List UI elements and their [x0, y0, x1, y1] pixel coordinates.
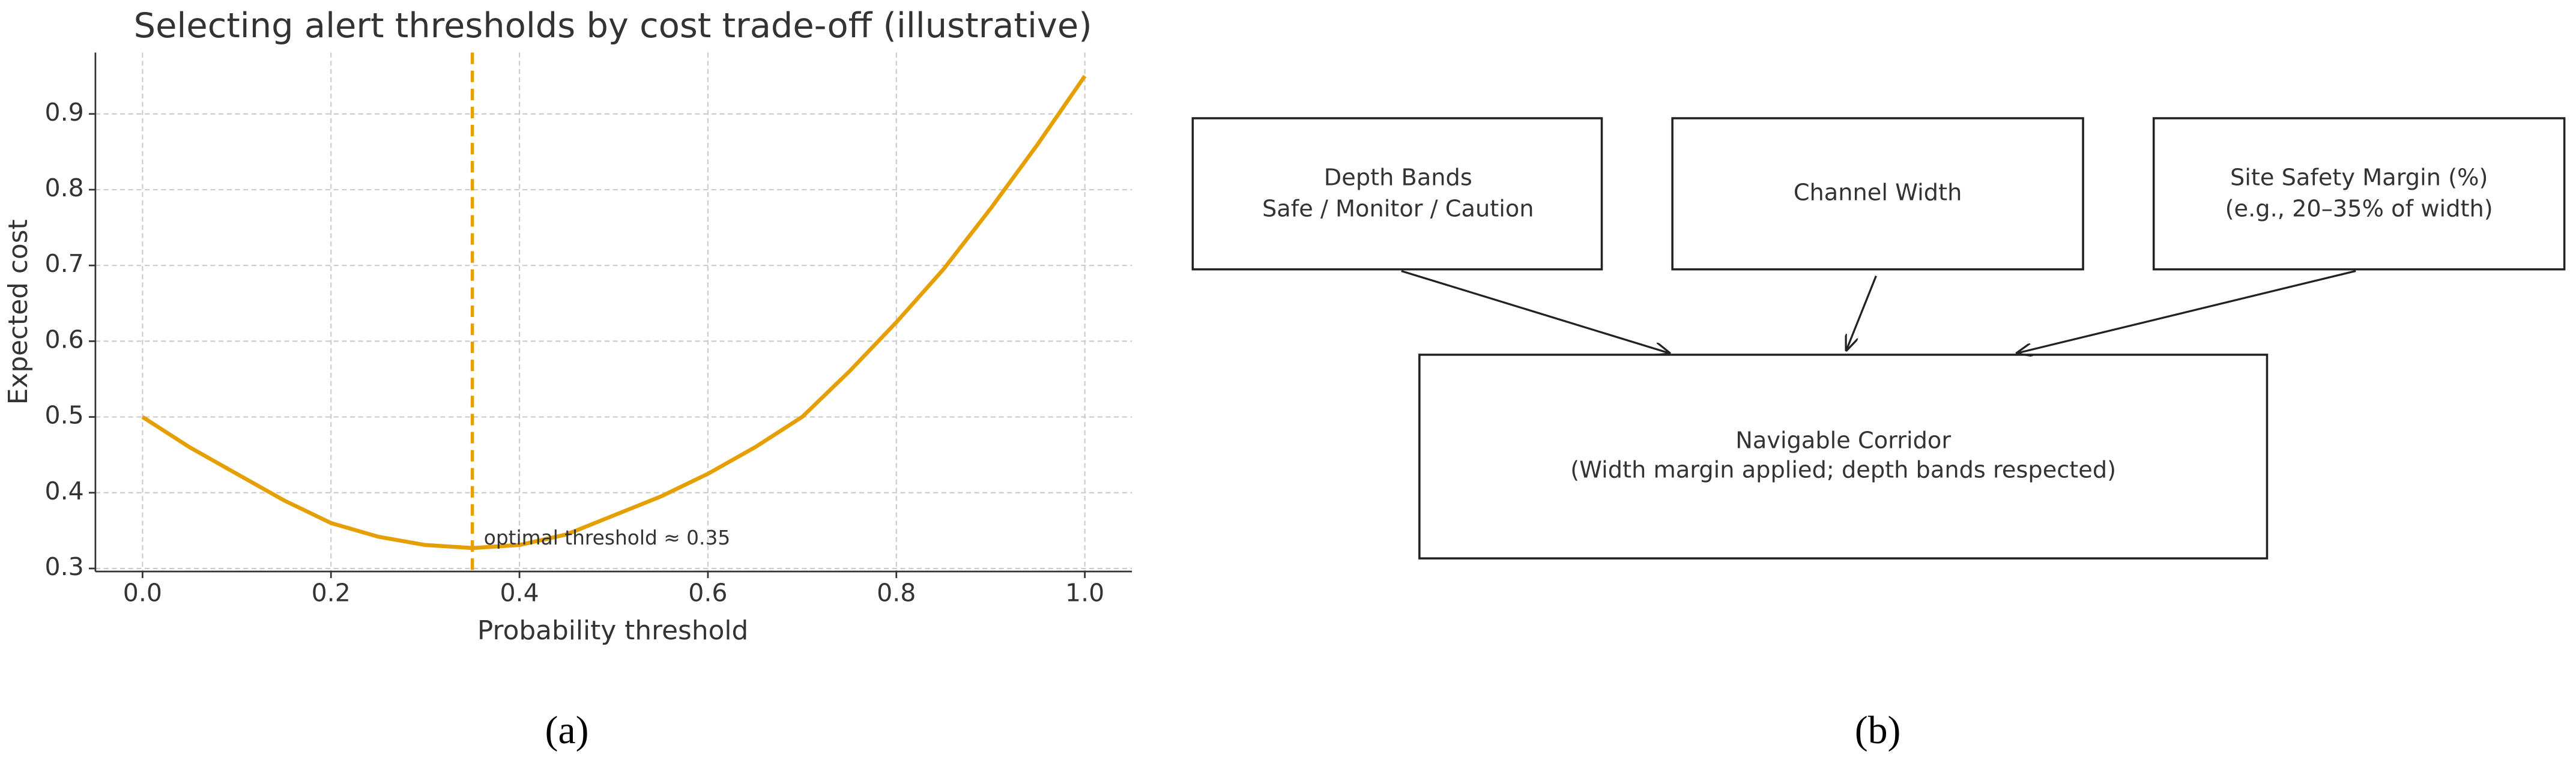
y-tick-label: 0.9 — [45, 98, 84, 127]
x-axis-label: Probability threshold — [477, 615, 748, 646]
node-box — [1418, 354, 2269, 559]
node-label: (Width margin applied; depth bands respe… — [1570, 457, 2116, 484]
y-tick-label: 0.5 — [45, 401, 84, 430]
chart-title: Selecting alert thresholds by cost trade… — [134, 5, 1092, 46]
node-label: (e.g., 20–35% of width) — [2225, 196, 2493, 223]
node-label: Site Safety Margin (%) — [2230, 164, 2488, 192]
diagram: Depth Bands Safe / Monitor / Caution Cha… — [1191, 117, 2566, 559]
annotation: optimal threshold ≈ 0.35 — [484, 526, 730, 549]
panel-label: (a) — [545, 708, 589, 752]
x-tick-label: 0.8 — [877, 578, 916, 607]
cost-line — [141, 74, 1087, 550]
x-tick-label: 0.4 — [500, 578, 539, 607]
y-tick-label: 0.8 — [45, 173, 84, 202]
y-tick-label: 0.6 — [45, 325, 84, 354]
node-box — [2152, 117, 2566, 271]
node-label: Depth Bands — [1324, 164, 1472, 192]
arrow — [2018, 270, 2356, 353]
x-tick-label: 1.0 — [1065, 578, 1104, 607]
y-tick-label: 0.7 — [45, 249, 84, 278]
x-tick-label: 0.0 — [123, 578, 162, 607]
x-tick-label: 0.6 — [688, 578, 727, 607]
y-axis-label: Expected cost — [3, 219, 34, 405]
node-label: Navigable Corridor — [1735, 427, 1951, 454]
node-box — [1191, 117, 1603, 271]
y-tick-label: 0.4 — [45, 477, 84, 505]
chart: Selecting alert thresholds by cost trade… — [3, 5, 1132, 646]
panel-label: (b) — [1855, 708, 1901, 752]
arrow — [1401, 270, 1669, 353]
node-label: Safe / Monitor / Caution — [1262, 196, 1534, 223]
arrow — [1846, 275, 1877, 350]
node-box — [1671, 117, 2084, 271]
x-tick-label: 0.2 — [312, 578, 351, 607]
y-tick-label: 0.3 — [45, 552, 84, 581]
node-label: Channel Width — [1794, 179, 1962, 206]
